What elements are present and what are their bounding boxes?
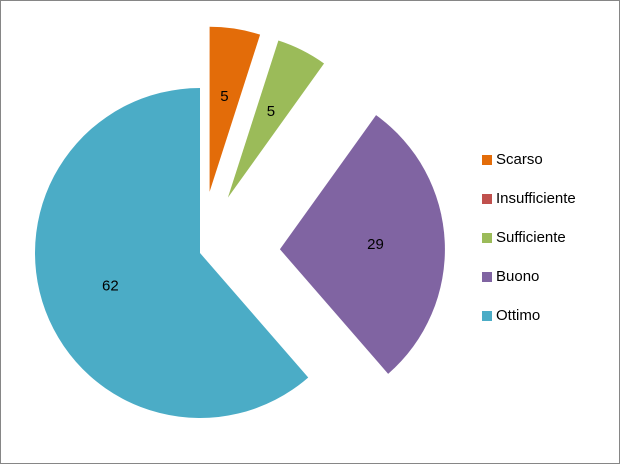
- legend-swatch: [482, 194, 492, 204]
- legend-label: Ottimo: [496, 307, 540, 324]
- legend-swatch: [482, 272, 492, 282]
- data-label: 5: [220, 88, 228, 105]
- legend-swatch: [482, 155, 492, 165]
- data-label: 62: [102, 277, 119, 294]
- pie-slice: [227, 40, 325, 198]
- legend-swatch: [482, 233, 492, 243]
- legend-label: Scarso: [496, 151, 543, 168]
- pie-slice: [34, 88, 309, 418]
- pie-slice: [209, 26, 261, 192]
- legend-label: Insufficiente: [496, 190, 576, 207]
- data-label: 5: [267, 103, 275, 120]
- pie-slice: [279, 115, 445, 374]
- legend-swatch: [482, 311, 492, 321]
- legend-label: Buono: [496, 268, 539, 285]
- data-label: 29: [367, 236, 384, 253]
- pie-slice: [218, 38, 269, 196]
- legend-label: Sufficiente: [496, 229, 566, 246]
